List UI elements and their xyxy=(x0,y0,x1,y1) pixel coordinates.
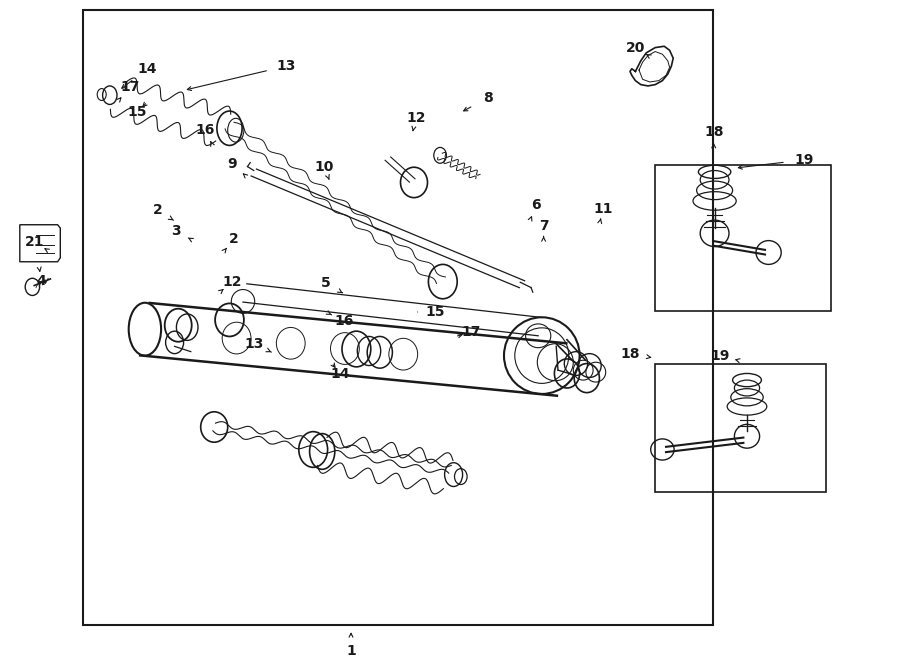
Text: 4: 4 xyxy=(37,274,46,288)
Text: 5: 5 xyxy=(321,276,330,290)
Text: 13: 13 xyxy=(244,336,264,351)
Text: 12: 12 xyxy=(406,110,426,125)
Text: 15: 15 xyxy=(426,305,446,319)
Bar xyxy=(655,364,826,492)
Text: 9: 9 xyxy=(228,157,237,171)
Bar xyxy=(655,165,831,311)
Text: 7: 7 xyxy=(539,219,548,233)
Text: 17: 17 xyxy=(462,325,482,339)
Text: 1: 1 xyxy=(346,644,356,658)
Text: 20: 20 xyxy=(626,40,645,55)
Text: 6: 6 xyxy=(532,198,541,212)
Text: 19: 19 xyxy=(710,348,730,363)
Text: 17: 17 xyxy=(121,80,140,95)
Text: 13: 13 xyxy=(276,59,296,73)
Text: 3: 3 xyxy=(172,224,181,239)
Text: 12: 12 xyxy=(222,274,242,289)
Bar xyxy=(83,10,713,625)
Text: 11: 11 xyxy=(593,202,613,216)
Text: 21: 21 xyxy=(24,235,44,249)
Text: 2: 2 xyxy=(153,203,162,217)
Text: 14: 14 xyxy=(137,62,157,77)
Text: 16: 16 xyxy=(334,314,354,329)
Text: 19: 19 xyxy=(794,153,814,167)
Text: 18: 18 xyxy=(620,346,640,361)
Text: 8: 8 xyxy=(483,91,492,105)
Text: 14: 14 xyxy=(330,367,350,381)
Text: 18: 18 xyxy=(704,125,724,139)
Text: 15: 15 xyxy=(127,105,147,120)
Text: 2: 2 xyxy=(230,232,238,247)
Text: 16: 16 xyxy=(195,122,215,137)
Text: 10: 10 xyxy=(314,159,334,174)
